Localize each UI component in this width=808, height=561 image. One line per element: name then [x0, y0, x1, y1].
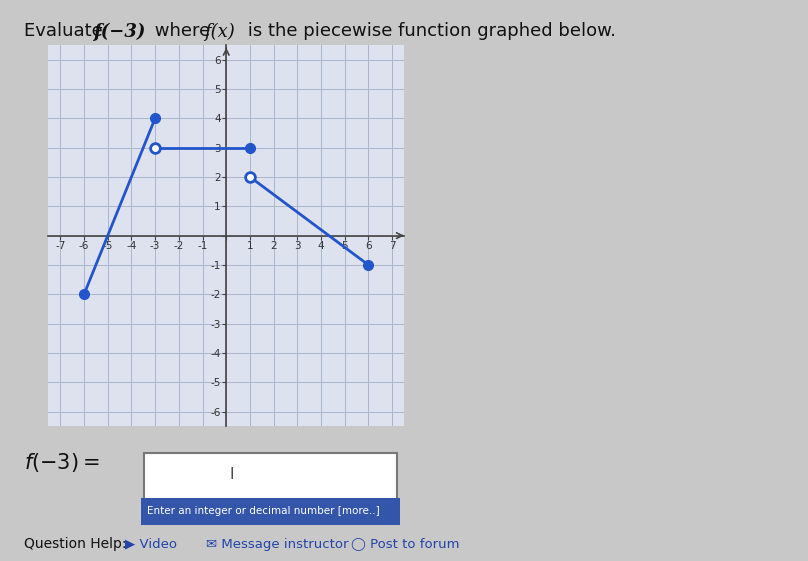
- Text: where: where: [149, 22, 217, 40]
- Text: f(−3): f(−3): [93, 22, 145, 41]
- Text: is the piecewise function graphed below.: is the piecewise function graphed below.: [242, 22, 617, 40]
- Text: ✉ Message instructor: ✉ Message instructor: [206, 537, 348, 551]
- Text: I: I: [229, 467, 234, 481]
- Text: ◯ Post to forum: ◯ Post to forum: [351, 537, 460, 551]
- FancyBboxPatch shape: [144, 453, 398, 500]
- Text: $f(-3) =$: $f(-3) =$: [24, 452, 100, 474]
- Text: Enter an integer or decimal number [more..]: Enter an integer or decimal number [more…: [146, 506, 379, 516]
- Text: ▶ Video: ▶ Video: [125, 537, 177, 551]
- FancyBboxPatch shape: [141, 498, 400, 525]
- Text: Evaluate: Evaluate: [24, 22, 109, 40]
- Text: f(x): f(x): [204, 22, 234, 41]
- Text: Question Help:: Question Help:: [24, 537, 127, 551]
